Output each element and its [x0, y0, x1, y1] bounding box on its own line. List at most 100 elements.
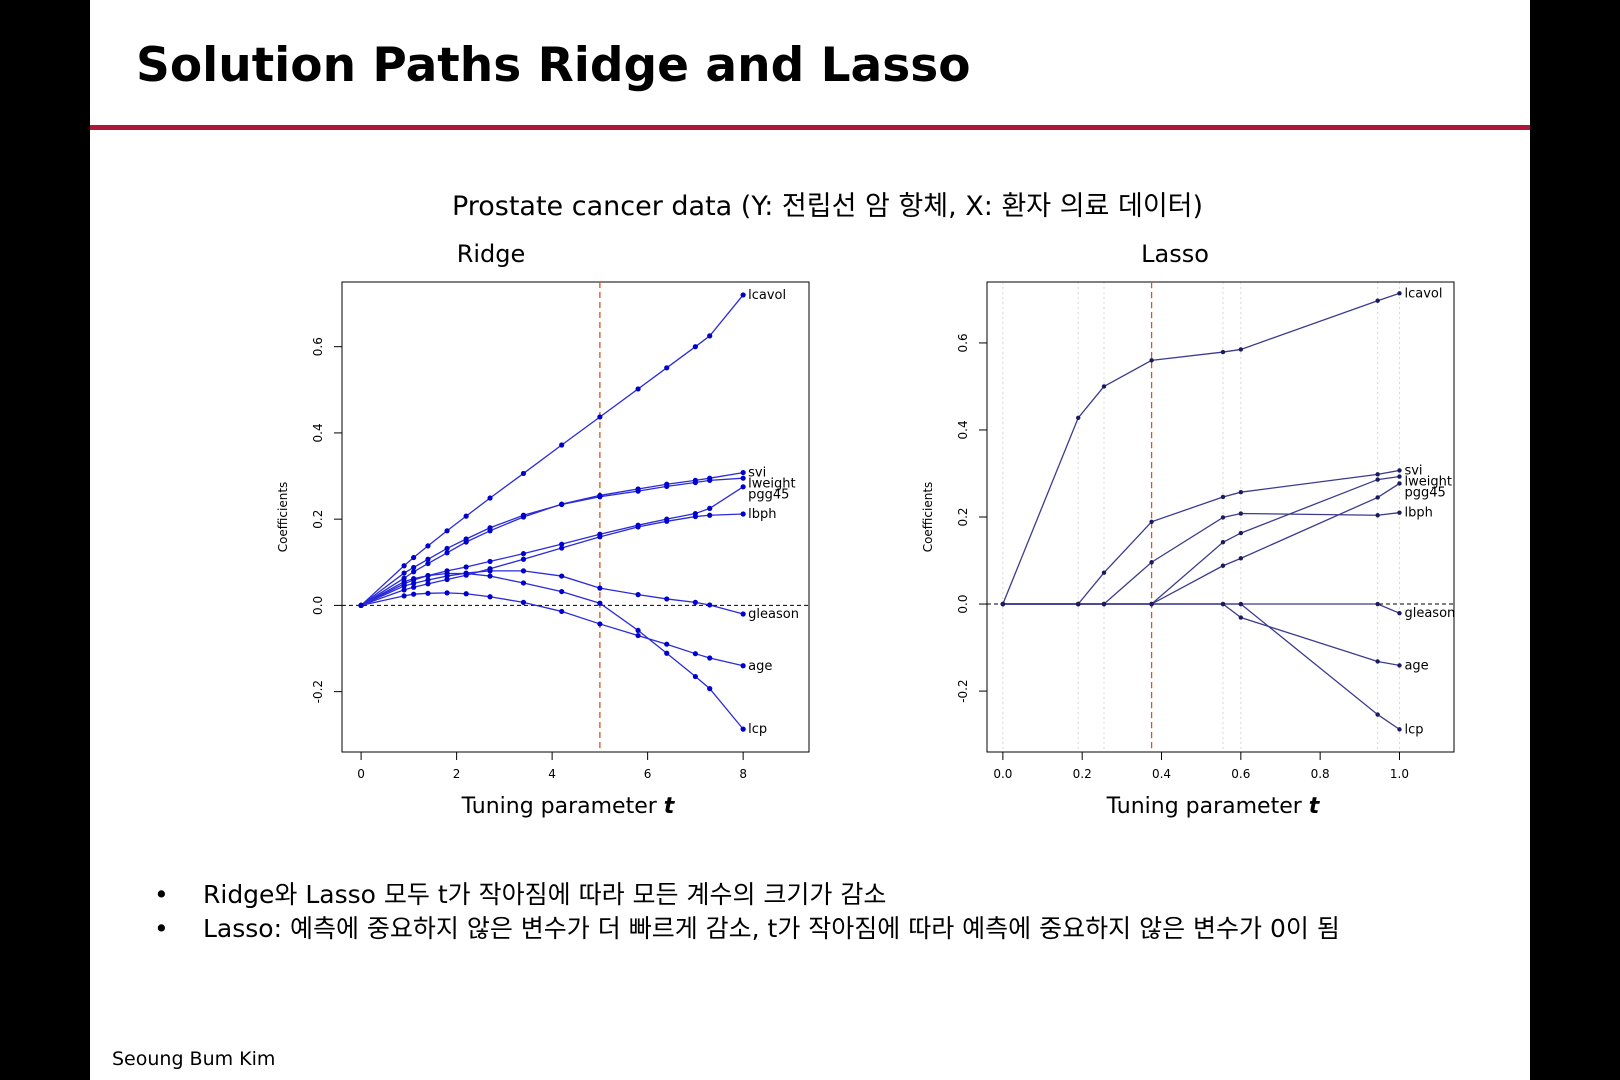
data-point-lbph	[411, 584, 417, 590]
data-point-lcp	[1101, 601, 1107, 607]
data-point-lcavol	[1076, 415, 1081, 420]
data-point-lcavol	[1397, 291, 1402, 296]
series-line-age	[1002, 603, 1400, 667]
y-tick-label: -0.2	[956, 679, 970, 702]
data-point-svi	[740, 469, 746, 476]
series-line-lbph	[1002, 512, 1400, 605]
data-point-lbph	[520, 556, 527, 562]
data-point-lcavol	[692, 344, 698, 350]
data-point-age	[740, 663, 746, 669]
x-axis-title-text: Tuning parameter	[461, 794, 664, 819]
x-axis-title-symbol: t	[1309, 794, 1321, 819]
data-point-lcp	[520, 580, 527, 586]
data-point-lbph	[692, 513, 698, 520]
x-tick-label: 0.8	[1311, 767, 1330, 781]
x-tick-label: 0.0	[993, 767, 1012, 781]
data-point-svi	[1101, 570, 1107, 575]
data-point-lcp	[1375, 712, 1380, 717]
bullet-item: • Lasso: 예측에 중요하지 않은 변수가 더 빠르게 감소, t가 작아…	[150, 912, 1510, 946]
series-label-lweight: lweight	[1404, 474, 1451, 489]
data-point-age	[444, 590, 450, 596]
data-point-lbph	[559, 545, 565, 551]
data-point-lweight	[1238, 530, 1244, 536]
data-point-lweight	[692, 479, 698, 486]
y-tick-label: 0.4	[956, 420, 970, 439]
data-point-lcavol	[1220, 349, 1226, 355]
series-line-svi	[1002, 469, 1400, 605]
bullet-item: • Ridge와 Lasso 모두 t가 작아짐에 따라 모든 계수의 크기가 …	[150, 878, 1510, 912]
data-point-lcavol	[707, 333, 713, 339]
slide-title: Solution Paths Ridge and Lasso	[136, 38, 971, 93]
series-label-gleason: gleason	[1404, 606, 1455, 621]
data-point-pgg45	[487, 558, 493, 565]
data-point-pgg45	[520, 551, 527, 557]
data-point-age	[707, 655, 713, 661]
data-point-lbph	[664, 518, 670, 524]
series-label-lcavol: lcavol	[1404, 286, 1442, 301]
x-tick-label: 4	[548, 767, 556, 781]
data-point-gleason	[487, 568, 493, 574]
data-point-lcp	[597, 600, 603, 606]
data-point-lweight	[1375, 477, 1380, 482]
data-point-lweight	[444, 545, 450, 552]
data-point-lcp	[559, 588, 565, 595]
y-tick-label: 0.4	[311, 423, 325, 442]
data-point-lweight	[559, 501, 565, 508]
series-line-pgg45	[360, 486, 744, 606]
data-point-age	[692, 651, 698, 657]
data-point-age	[520, 599, 527, 605]
data-point-gleason	[740, 611, 746, 617]
slide: Solution Paths Ridge and Lasso Prostate …	[90, 0, 1530, 1080]
series-line-lcp	[360, 572, 744, 730]
data-point-gleason	[597, 585, 603, 591]
data-point-lcp	[358, 602, 364, 608]
series-line-age	[360, 592, 744, 667]
lasso-chart: Lasso 0.0 0.2 0.4 0.6 0.8 1.0 -0.2 0.0 0.2 0.4 0.6 C…	[921, 240, 1455, 819]
data-point-age	[411, 591, 417, 597]
data-point-lweight	[520, 512, 527, 518]
data-point-gleason	[664, 596, 670, 602]
data-point-svi	[1375, 472, 1380, 477]
x-tick-label: 2	[453, 767, 461, 781]
data-point-gleason	[401, 583, 407, 589]
data-point-lcp	[463, 570, 469, 577]
data-point-lcp	[635, 627, 641, 634]
data-point-lweight	[635, 488, 641, 494]
chart-title: Ridge	[457, 240, 526, 268]
data-point-gleason	[520, 568, 527, 574]
data-point-gleason	[559, 573, 565, 579]
data-point-age	[463, 591, 469, 597]
data-point-lcavol	[597, 414, 603, 420]
x-tick-label: 0.6	[1231, 767, 1250, 781]
data-point-age	[559, 608, 565, 615]
x-axis-title-symbol: t	[664, 794, 676, 819]
series-label-lcp: lcp	[748, 722, 767, 737]
data-point-lweight	[425, 556, 431, 562]
bullet-text: Lasso: 예측에 중요하지 않은 변수가 더 빠르게 감소, t가 작아짐에…	[203, 914, 1340, 943]
data-point-lcp	[1220, 601, 1226, 607]
data-point-age	[664, 641, 670, 647]
data-point-gleason	[707, 602, 713, 608]
y-axis-title: Coefficients	[921, 482, 935, 553]
data-point-lweight	[1220, 540, 1226, 545]
data-point-lweight	[411, 564, 417, 571]
data-point-svi	[425, 560, 431, 567]
data-point-lcavol	[559, 442, 565, 448]
bullet-list: • Ridge와 Lasso 모두 t가 작아짐에 따라 모든 계수의 크기가 …	[150, 878, 1510, 946]
data-point-lbph	[1397, 510, 1402, 515]
data-point-age	[635, 632, 641, 639]
data-point-lcp	[444, 570, 450, 577]
data-point-lbph	[597, 534, 603, 540]
data-point-lcavol	[444, 528, 450, 534]
data-point-age	[597, 621, 603, 627]
series-label-lbph: lbph	[1404, 506, 1432, 521]
data-point-lcavol	[520, 470, 527, 477]
data-point-svi	[411, 569, 417, 575]
data-point-age	[1397, 663, 1402, 668]
series-line-lcavol	[360, 294, 744, 606]
data-point-lcp	[425, 573, 431, 579]
data-point-lbph	[635, 524, 641, 530]
x-tick-label: 0.4	[1152, 767, 1171, 781]
series-label-pgg45: pgg45	[1404, 485, 1445, 500]
data-point-lcavol	[1375, 298, 1380, 303]
